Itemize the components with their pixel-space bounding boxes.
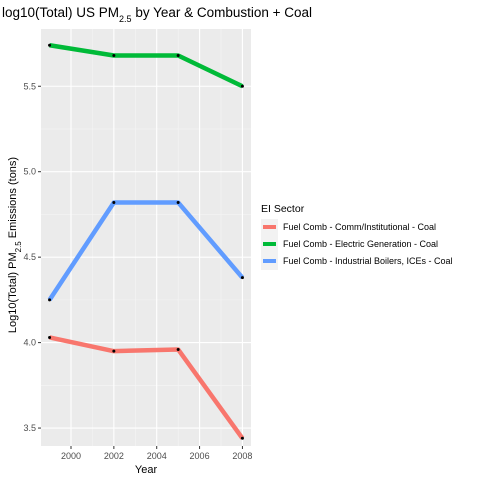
x-axis-title: Year <box>135 464 158 476</box>
data-point <box>240 436 244 440</box>
data-point <box>240 84 244 88</box>
x-axis: 2000 2002 2004 2006 2008 <box>61 446 252 461</box>
legend-label: Fuel Comb - Industrial Boilers, ICEs - C… <box>283 256 453 266</box>
series-line <box>47 200 245 302</box>
legend: EI Sector Fuel Comb - Comm/Institutional… <box>261 203 453 270</box>
data-point <box>112 53 116 57</box>
data-point <box>176 53 180 57</box>
data-point <box>48 298 52 302</box>
panel-background <box>41 29 251 446</box>
plot-panel <box>41 29 251 446</box>
data-point <box>176 347 180 351</box>
legend-title: EI Sector <box>261 203 305 215</box>
data-point <box>176 200 180 204</box>
x-tick-label: 2002 <box>104 451 124 461</box>
x-tick-label: 2006 <box>190 451 210 461</box>
legend-label: Fuel Comb - Comm/Institutional - Coal <box>283 222 436 232</box>
data-point <box>240 276 244 280</box>
data-point <box>48 335 52 339</box>
legend-label: Fuel Comb - Electric Generation - Coal <box>283 239 438 249</box>
chart-title: log10(Total) US PM2.5 by Year & Combusti… <box>2 5 312 24</box>
y-tick-label: 4.0 <box>23 338 36 348</box>
x-tick-label: 2004 <box>147 451 167 461</box>
y-tick-label: 5.5 <box>23 81 36 91</box>
y-tick-label: 3.5 <box>23 423 36 433</box>
y-axis-title: Log10(Total) PM2.5 Emissions (tons) <box>7 157 23 333</box>
data-point <box>112 200 116 204</box>
y-tick-label: 5.0 <box>23 167 36 177</box>
data-point <box>112 349 116 353</box>
data-point <box>48 43 52 47</box>
y-tick-label: 4.5 <box>23 252 36 262</box>
y-axis: 3.5 4.0 4.5 5.0 5.5 <box>23 81 41 433</box>
series-line <box>49 335 245 440</box>
x-tick-label: 2008 <box>232 451 252 461</box>
series-line <box>49 43 244 89</box>
x-tick-label: 2000 <box>61 451 81 461</box>
